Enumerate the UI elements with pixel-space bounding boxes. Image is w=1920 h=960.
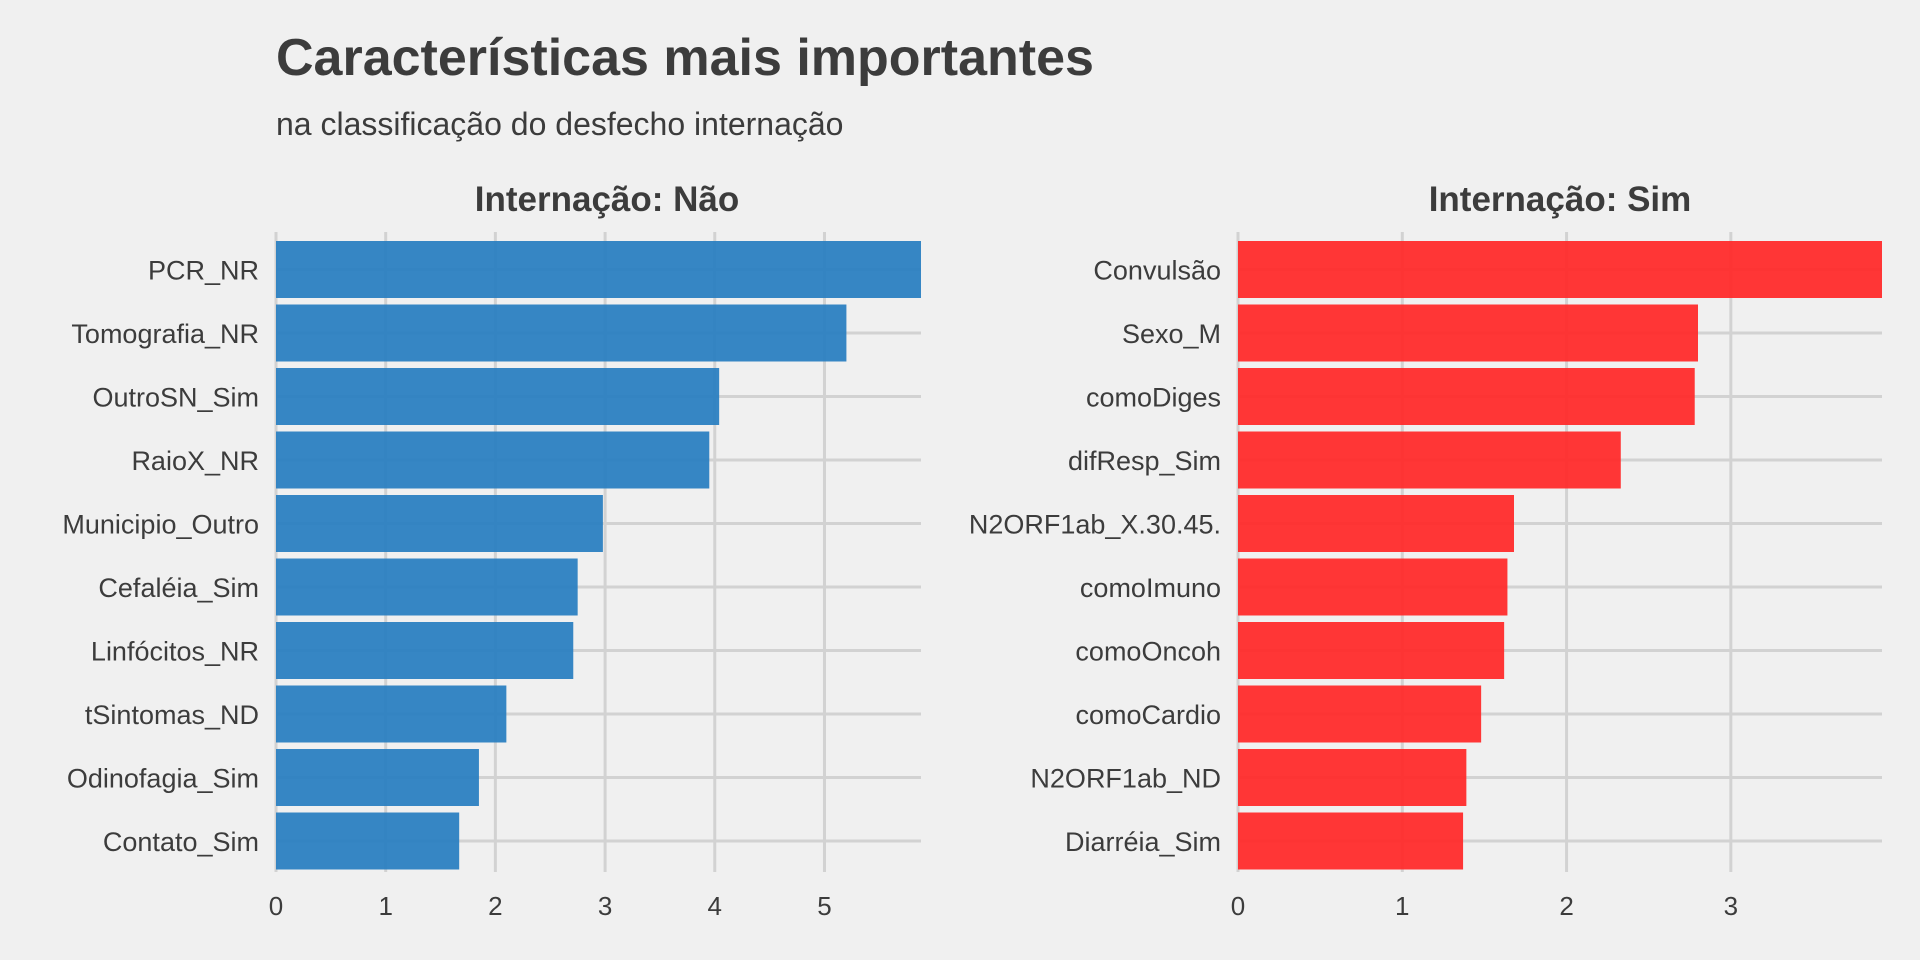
x-tick-label: 1 [1395, 891, 1409, 921]
bar [1238, 304, 1698, 362]
category-label: comoOncoh [1075, 637, 1221, 667]
bar [276, 431, 710, 489]
bar [1238, 622, 1505, 679]
bar [276, 685, 507, 743]
x-tick-label: 0 [1231, 891, 1245, 921]
category-label: Cefaléia_Sim [98, 573, 259, 603]
bar [276, 749, 479, 806]
x-tick-label: 3 [1724, 891, 1738, 921]
bar [1238, 812, 1464, 870]
bar [1238, 431, 1621, 489]
bar [276, 368, 720, 425]
x-tick-label: 4 [708, 891, 722, 921]
category-label: difResp_Sim [1068, 446, 1221, 476]
bar [1238, 749, 1467, 806]
category-label: RaioX_NR [131, 446, 259, 476]
x-tick-label: 5 [817, 891, 831, 921]
category-label: PCR_NR [148, 256, 259, 286]
panel-title: Internação: Sim [1429, 180, 1692, 219]
category-label: comoDiges [1086, 383, 1221, 413]
bar [1238, 495, 1514, 552]
bar [276, 304, 847, 362]
bar [1238, 368, 1695, 425]
bar [276, 495, 603, 552]
category-label: Convulsão [1093, 256, 1221, 286]
category-label: Linfócitos_NR [91, 637, 259, 667]
category-label: comoImuno [1080, 573, 1221, 603]
category-label: N2ORF1ab_X.30.45. [969, 510, 1221, 540]
category-label: Odinofagia_Sim [67, 764, 259, 794]
bar [276, 241, 921, 298]
category-label: Tomografia_NR [71, 319, 259, 349]
x-tick-label: 1 [378, 891, 392, 921]
category-label: OutroSN_Sim [92, 383, 259, 413]
category-label: Diarréia_Sim [1065, 827, 1221, 857]
bar [1238, 241, 1882, 298]
x-tick-label: 3 [598, 891, 612, 921]
category-label: Municipio_Outro [62, 510, 259, 540]
chart-subtitle: na classificação do desfecho internação [276, 106, 844, 142]
x-tick-label: 2 [488, 891, 502, 921]
panel-title: Internação: Não [475, 180, 740, 219]
bar [276, 558, 578, 616]
chart-title: Características mais importantes [276, 29, 1094, 87]
bar [1238, 685, 1482, 743]
category-label: comoCardio [1075, 700, 1221, 730]
category-label: Contato_Sim [103, 827, 259, 857]
category-label: tSintomas_ND [85, 700, 259, 730]
category-label: N2ORF1ab_ND [1030, 764, 1221, 794]
category-label: Sexo_M [1122, 319, 1221, 349]
bar [276, 812, 460, 870]
x-tick-label: 2 [1559, 891, 1573, 921]
bar [1238, 558, 1508, 616]
x-tick-label: 0 [269, 891, 283, 921]
bar [276, 622, 574, 679]
